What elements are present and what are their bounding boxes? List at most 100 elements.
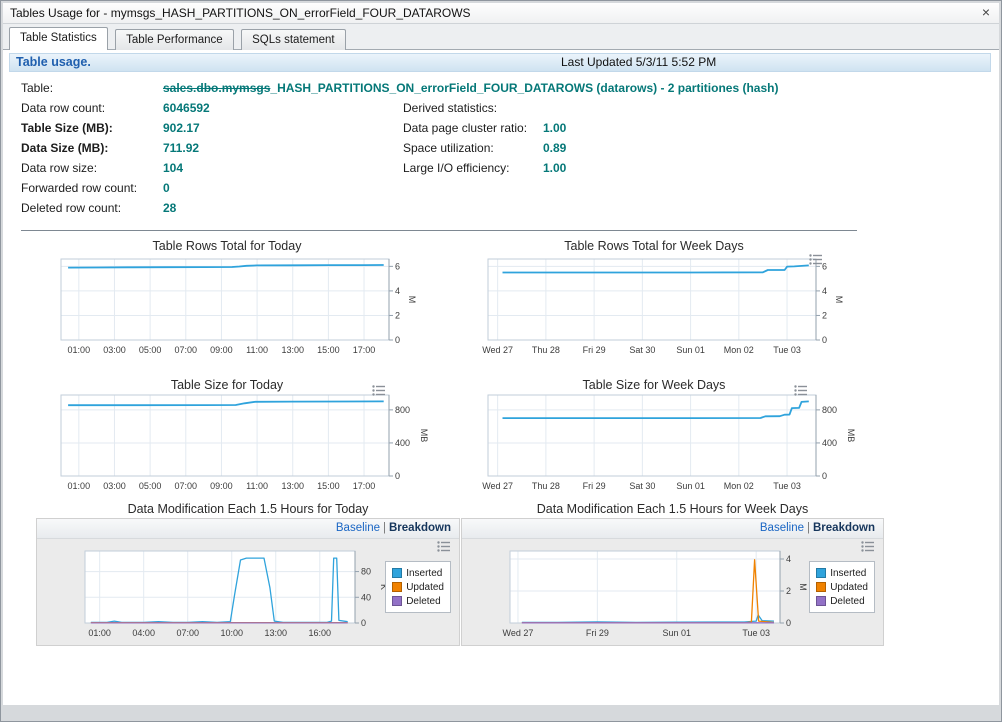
breakdown-link[interactable]: Breakdown [389,522,451,534]
link-separator: | [383,522,386,534]
svg-text:05:00: 05:00 [139,345,162,355]
breakdown-link[interactable]: Breakdown [813,522,875,534]
svg-text:Sun 01: Sun 01 [662,628,691,638]
svg-text:0: 0 [786,618,791,628]
chart-menu-icon[interactable] [437,541,450,552]
close-icon[interactable]: × [981,4,991,20]
svg-text:400: 400 [822,438,837,448]
svg-text:0: 0 [395,335,400,345]
stat-row-space-utilization: Space utilization: 0.89 [403,138,566,158]
svg-text:01:00: 01:00 [88,628,111,638]
baseline-link[interactable]: Baseline [335,522,380,534]
chart-mod-week: 0 2 4 M Wed 27 Fri 29 Sun 01 Tue 03 [503,550,808,638]
legend-swatch [816,596,827,606]
mod-today-panel: Baseline | Breakdown 0 40 80 K 01:00 04:00 07:00… [36,518,460,646]
svg-text:40: 40 [361,592,371,602]
svg-text:13:00: 13:00 [281,481,304,491]
baseline-link[interactable]: Baseline [759,522,804,534]
stat-label: Data page cluster ratio: [403,121,528,135]
legend-item[interactable]: Inserted [392,566,444,580]
svg-text:M: M [407,296,417,304]
stat-row-cluster-ratio: Data page cluster ratio: 1.00 [403,118,566,138]
legend-swatch [816,568,827,578]
chart-title-rows-today: Table Rows Total for Today [152,239,302,253]
svg-text:01:00: 01:00 [68,481,91,491]
legend-swatch [392,582,403,592]
svg-text:6: 6 [822,261,827,271]
stat-value: 28 [163,201,177,215]
stat-label: Deleted row count: [21,201,122,215]
tab-sqls-statement[interactable]: SQLs statement [241,29,346,50]
svg-text:Sun 01: Sun 01 [676,345,705,355]
stat-row-forwarded-row-count: Forwarded row count: 0 [3,178,778,198]
window-title: Tables Usage for - mymsgs_HASH_PARTITION… [10,6,471,20]
svg-text:Wed 27: Wed 27 [482,345,513,355]
chart-title-rows-week: Table Rows Total for Week Days [564,239,744,253]
stat-row-large-io-efficiency: Large I/O efficiency: 1.00 [403,158,566,178]
stat-label: Data row size: [21,161,98,175]
svg-text:0: 0 [395,471,400,481]
svg-text:2: 2 [786,586,791,596]
tab-table-statistics[interactable]: Table Statistics [9,27,108,50]
chart-menu-icon[interactable] [372,385,385,396]
stat-row-table: Table: sales.dbo.mymsgs_HASH_PARTITIONS_O… [3,78,778,98]
chart-rows-week: 0 2 4 6 M Wed 27 Thu 28 Fri 29 Sat 30 Sun 01 Mon 0… [482,258,844,355]
svg-text:Fri 29: Fri 29 [586,628,609,638]
chart-menu-icon[interactable] [794,385,807,396]
legend-label: Inserted [830,567,867,579]
tab-table-performance[interactable]: Table Performance [115,29,234,50]
derived-stats-block: Derived statistics: Data page cluster ra… [403,98,566,178]
legend-item[interactable]: Updated [816,580,868,594]
svg-text:M: M [834,296,844,304]
legend-swatch [392,596,403,606]
stat-value: 6046592 [163,101,210,115]
title-bar[interactable]: Tables Usage for - mymsgs_HASH_PARTITION… [3,3,999,24]
svg-text:01:00: 01:00 [68,345,91,355]
svg-text:05:00: 05:00 [139,481,162,491]
table-statistics-pane: Table usage. Last Updated 5/3/11 5:52 PM… [3,50,999,705]
legend-item[interactable]: Deleted [392,594,444,608]
svg-text:Thu 28: Thu 28 [532,481,560,491]
stat-label: Space utilization: [403,141,494,155]
table-stats-block: Table: sales.dbo.mymsgs_HASH_PARTITIONS_O… [3,78,778,218]
chart-title-size-week: Table Size for Week Days [582,378,726,392]
stat-label: Data row count: [21,101,106,115]
chart-title-mod-today: Data Modification Each 1.5 Hours for Tod… [127,502,369,516]
svg-text:Sat 30: Sat 30 [629,481,655,491]
svg-text:80: 80 [361,567,371,577]
svg-text:11:00: 11:00 [246,481,268,491]
chart-menu-icon[interactable] [809,254,822,265]
svg-text:4: 4 [395,286,400,296]
svg-text:Fri 29: Fri 29 [583,481,606,491]
stat-label: Data Size (MB): [21,141,109,155]
chart-title-size-today: Table Size for Today [170,378,284,392]
svg-text:0: 0 [822,335,827,345]
svg-text:2: 2 [395,310,400,320]
svg-text:Tue 03: Tue 03 [773,345,801,355]
link-separator: | [807,522,810,534]
svg-text:07:00: 07:00 [176,628,199,638]
legend-item[interactable]: Updated [392,580,444,594]
usage-header-strip: Table usage. Last Updated 5/3/11 5:52 PM [9,53,991,72]
legend-item[interactable]: Inserted [816,566,868,580]
usage-title: Table usage. [16,55,91,69]
svg-text:Fri 29: Fri 29 [583,345,606,355]
derived-stats-title: Derived statistics: [403,101,498,115]
legend-item[interactable]: Deleted [816,594,868,608]
mod-week-panel: Baseline | Breakdown 0 2 4 M Wed 27 Fri 29 Sun 0… [461,518,884,646]
chart-menu-icon[interactable] [861,541,874,552]
chart-legend: Inserted Updated Deleted [809,561,875,613]
table-name-struck-part: sales.dbo.mymsgs [163,81,271,95]
panel-header: Baseline | Breakdown [37,519,459,539]
legend-label: Deleted [830,595,865,607]
stat-value: 711.92 [163,141,200,155]
stat-label: Large I/O efficiency: [403,161,510,175]
stat-label: Table Size (MB): [21,121,113,135]
last-updated-text: Last Updated 5/3/11 5:52 PM [561,55,717,69]
svg-text:07:00: 07:00 [175,481,198,491]
svg-text:03:00: 03:00 [103,481,126,491]
svg-text:0: 0 [822,471,827,481]
svg-text:Thu 28: Thu 28 [532,345,560,355]
svg-text:K: K [379,584,389,590]
